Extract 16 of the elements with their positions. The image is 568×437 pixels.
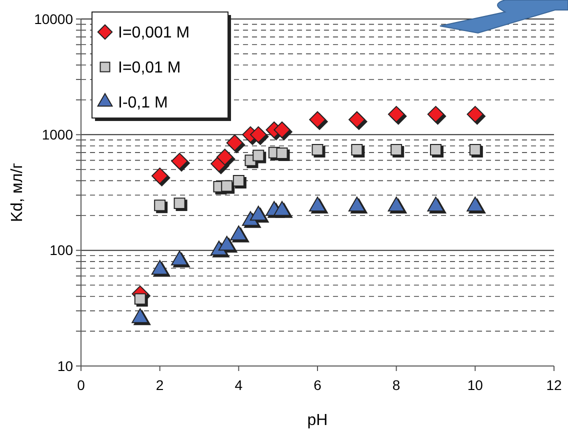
x-tick-label: 2	[156, 377, 164, 393]
x-tick-label: 0	[77, 377, 86, 393]
x-tick-label: 4	[234, 377, 243, 393]
x-tick-label: 10	[467, 377, 484, 393]
legend-label: I=0,001 M	[118, 24, 190, 42]
y-tick-label: 10000	[34, 10, 74, 27]
legend-label: I-0,1 M	[118, 94, 168, 112]
legend-label: I=0,01 M	[118, 60, 181, 77]
x-tick-label: 6	[314, 377, 322, 393]
x-axis-title: pH	[307, 412, 328, 429]
y-tick-label: 100	[50, 242, 74, 258]
x-tick-label: 12	[546, 377, 562, 393]
y-tick-label: 10	[57, 358, 74, 374]
x-tick-label: 8	[392, 377, 400, 393]
y-axis-title: Kd, мл/г	[9, 162, 26, 222]
y-tick-label: 1000	[42, 126, 74, 143]
